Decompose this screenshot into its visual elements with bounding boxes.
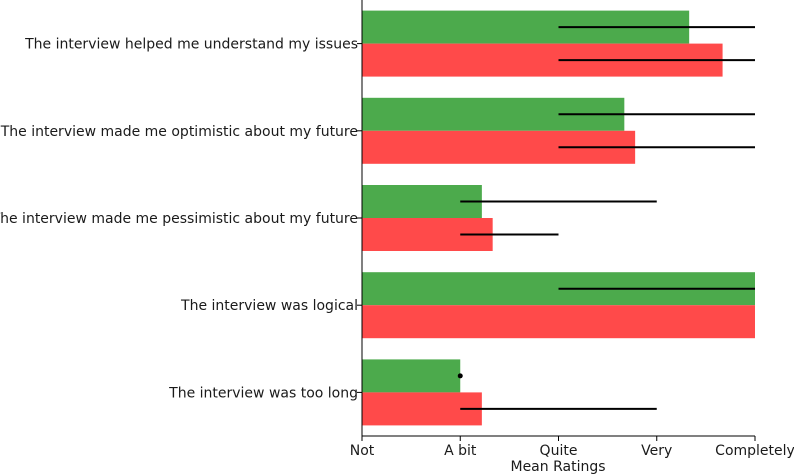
category-label: The interview was too long (168, 385, 358, 401)
labels-layer: The interview helped me understand my is… (0, 37, 794, 459)
error-bars-layer (457, 26, 755, 410)
x-axis-label: Mean Ratings (510, 459, 605, 475)
bar-s1-c5 (362, 359, 461, 393)
x-tick-label: A bit (444, 443, 477, 459)
error-point-s1-c5 (457, 373, 463, 379)
axes-layer (357, 0, 756, 441)
bars-layer (362, 10, 755, 426)
category-label: The interview made me pessimistic about … (0, 211, 358, 227)
x-tick-label: Completely (715, 443, 794, 459)
category-label: The interview was logical (180, 298, 358, 314)
x-tick-label: Quite (540, 443, 578, 459)
x-tick-label: Very (641, 443, 672, 459)
category-label: The interview helped me understand my is… (24, 37, 358, 53)
x-tick-label: Not (350, 443, 375, 459)
category-label: The interview made me optimistic about m… (0, 124, 358, 140)
bar-s2-c4 (362, 305, 755, 339)
